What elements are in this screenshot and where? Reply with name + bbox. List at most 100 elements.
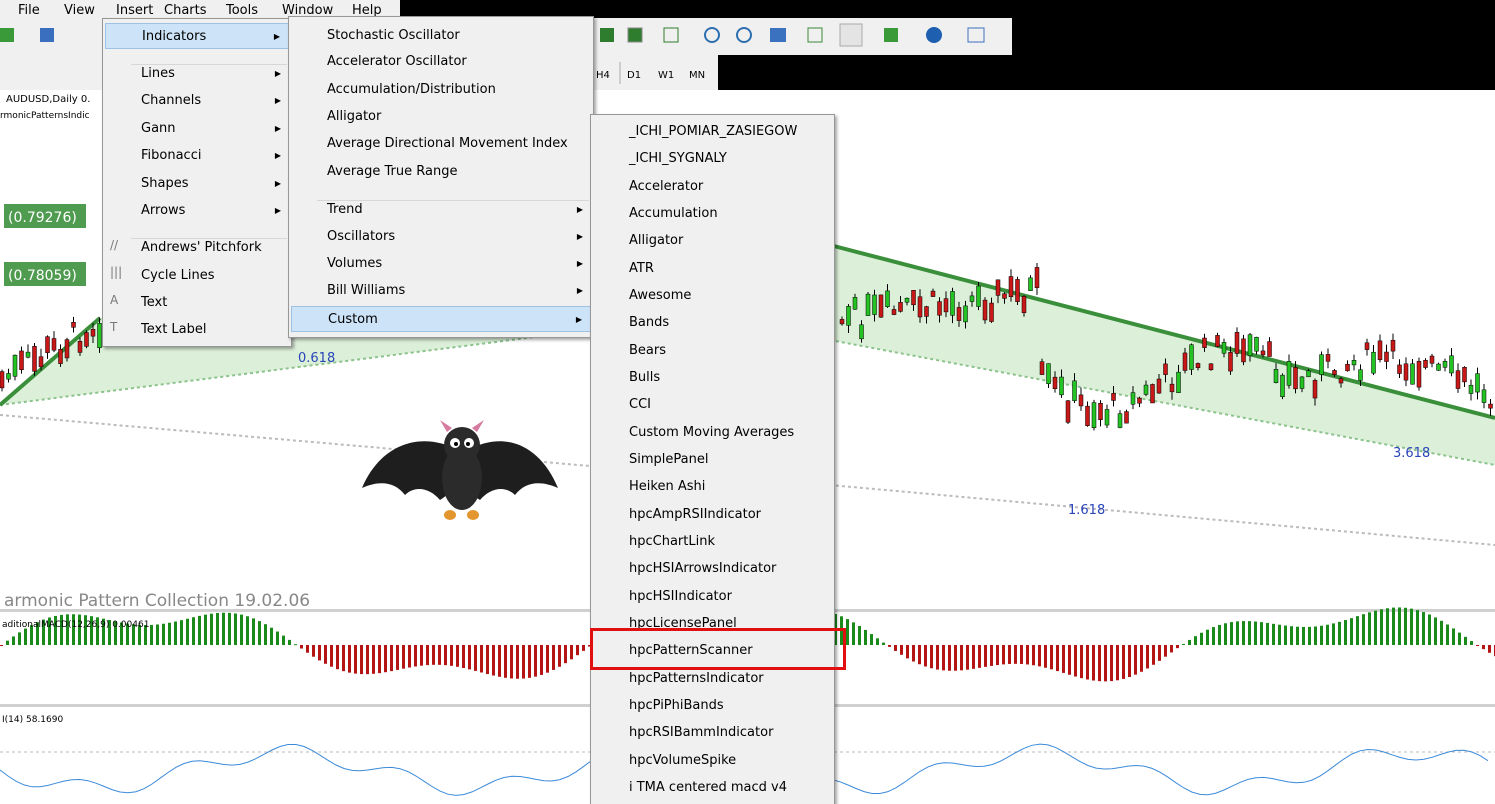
menu-item[interactable]: Bill Williams▶ [291,278,591,304]
candle-body [1398,365,1402,374]
candle-body [1489,404,1493,408]
menubar-item[interactable]: Insert [116,3,153,18]
menubar-item[interactable]: Tools [225,3,258,18]
macd-bar [1404,608,1407,645]
menu-item[interactable]: Arrows▶ [105,198,289,224]
menu-item[interactable]: Accelerator Oscillator [291,49,591,75]
menu-item[interactable]: Cycle Lines [105,263,289,289]
menu-item[interactable]: Lines▶ [105,61,289,87]
menu-item[interactable]: hpcAmpRSIIndicator [593,502,832,528]
macd-bar [486,645,489,674]
candle-body [1222,342,1226,353]
menu-item-label: Lines [141,61,175,87]
menubar-item[interactable]: File [18,3,40,18]
macd-bar [1374,611,1377,645]
menu-item[interactable]: _ICHI_SYGNALY [593,146,832,172]
macd-bar [1116,645,1119,680]
menu-item[interactable]: hpcPiPhiBands [593,693,832,719]
menu-item[interactable]: Andrews' Pitchfork [105,235,289,261]
menu-item[interactable]: Text Label [105,317,289,343]
macd-bar [1248,621,1251,645]
menu-item[interactable]: CCI [593,392,832,418]
macd-bar [954,645,957,671]
candle-body [912,290,916,305]
menu-item[interactable]: Accelerator [593,174,832,200]
menu-item[interactable]: Bears [593,338,832,364]
menu-item[interactable]: Average Directional Movement Index [291,131,591,157]
menu-item[interactable]: Stochastic Oscillator [291,23,591,49]
menu-item[interactable]: Bulls [593,365,832,391]
menu-item-label: Text [141,290,167,316]
macd-bar [1002,645,1005,664]
menu-item[interactable]: i TMA centered macd v4 [593,775,832,801]
timeframe-button[interactable]: MN [689,70,705,81]
custom-menu: _ICHI_POMIAR_ZASIEGOW_ICHI_SYGNALYAccele… [590,114,835,804]
menu-item[interactable]: SimplePanel [593,447,832,473]
candle-body [1060,377,1064,395]
menu-item[interactable]: Fibonacci▶ [105,143,289,169]
macd-bar [1098,645,1101,681]
candle-body [1151,384,1155,403]
menu-item[interactable]: Trend▶ [291,197,591,223]
menu-item-label: Shapes [141,171,188,197]
menu-item-label: Bill Williams [327,278,405,304]
menu-item[interactable]: Indicators▶ [105,23,289,49]
candle-body [1196,363,1200,367]
menu-item[interactable]: Custom▶ [291,306,591,332]
candle-body [1352,360,1356,365]
menu-item[interactable]: _ICHI_POMIAR_ZASIEGOW [593,119,832,145]
fib-label: 3.618 [1393,446,1430,461]
macd-bar [1062,645,1065,673]
menu-item[interactable]: hpcHSIIndicator [593,584,832,610]
menu-item-label: Accelerator Oscillator [327,49,467,75]
timeframe-button[interactable]: W1 [658,70,674,81]
macd-bar [390,645,393,671]
menu-item[interactable]: ATR [593,256,832,282]
menu-item[interactable]: Volumes▶ [291,251,591,277]
candle-body [1190,345,1194,370]
menu-item-label: hpcAmpRSIIndicator [629,502,761,528]
menu-item[interactable]: Text [105,290,289,316]
menu-item[interactable]: Alligator [291,104,591,130]
indicators-menu: Stochastic OscillatorAccelerator Oscilla… [288,16,594,338]
macd-bar [1482,645,1485,649]
candle-body [1404,364,1408,380]
submenu-arrow: ▶ [275,143,281,169]
menu-item[interactable]: Shapes▶ [105,171,289,197]
menu-item[interactable]: Average True Range [291,159,591,185]
macd-bar [1104,645,1107,681]
timeframe-button[interactable]: H4 [596,70,610,81]
macd-bar [858,626,861,645]
menu-item[interactable]: Custom Moving Averages [593,420,832,446]
menu-item[interactable]: Heiken Ashi [593,474,832,500]
candle-body [0,372,4,388]
menu-item[interactable]: Accumulation/Distribution [291,77,591,103]
menu-item[interactable]: hpcRSIBammIndicator [593,720,832,746]
candle-body [1112,393,1116,400]
menu-item[interactable]: Bands [593,310,832,336]
macd-bar [282,636,285,645]
candle-body [1009,276,1013,296]
macd-bar [426,645,429,665]
menubar-item[interactable]: View [64,3,95,18]
candle-body [1255,337,1259,351]
menu-item[interactable]: Gann▶ [105,116,289,142]
menu-item-label: Cycle Lines [141,263,215,289]
macd-bar [468,645,471,669]
menubar-item[interactable]: Charts [164,3,207,18]
candle-body [892,309,896,314]
menu-item[interactable]: Accumulation [593,201,832,227]
candle-body [26,352,30,357]
menu-item[interactable]: Channels▶ [105,88,289,114]
menu-item-label: hpcHSIIndicator [629,584,732,610]
menu-item[interactable]: hpcHSIArrowsIndicator [593,556,832,582]
macd-bar [570,645,573,659]
menu-item[interactable]: Oscillators▶ [291,224,591,250]
candle-body [65,340,69,358]
menu-item[interactable]: hpcVolumeSpike [593,748,832,774]
menu-item[interactable]: hpcChartLink [593,529,832,555]
menu-item[interactable]: Awesome [593,283,832,309]
menu-item[interactable]: Alligator [593,228,832,254]
candle-body [1092,403,1096,428]
timeframe-button[interactable]: D1 [627,70,641,81]
